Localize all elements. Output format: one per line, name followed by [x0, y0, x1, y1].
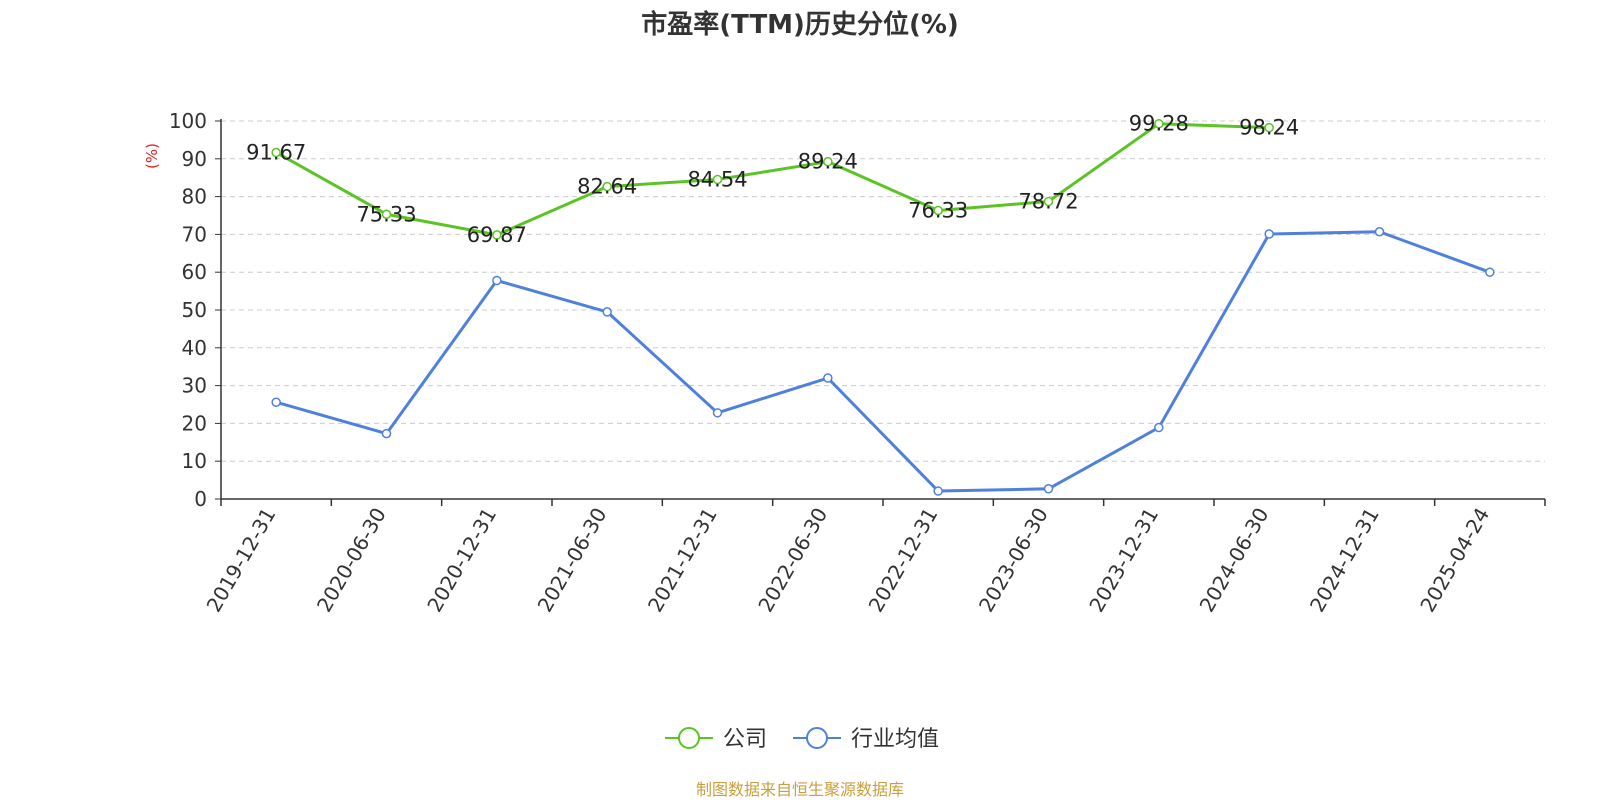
series-line-0 — [275, 122, 1270, 237]
legend-marker — [678, 727, 700, 749]
data-point-0[interactable] — [1043, 196, 1054, 207]
x-tick-label: 2019-12-31 — [202, 504, 281, 617]
x-tick-label: 2023-06-30 — [974, 504, 1053, 617]
series-line-1 — [275, 230, 1491, 493]
y-tick-label: 20 — [182, 411, 207, 435]
data-label-0: 89.24 — [798, 150, 858, 174]
data-point-0[interactable] — [823, 156, 833, 167]
data-point-1[interactable] — [381, 428, 392, 439]
data-point-0[interactable] — [712, 174, 723, 185]
series-layer — [271, 118, 1495, 496]
data-point-1[interactable] — [823, 373, 833, 383]
y-tick-label: 70 — [182, 222, 207, 246]
x-tick-label: 2021-06-30 — [533, 504, 612, 617]
x-tick-label: 2020-12-31 — [422, 504, 501, 617]
data-point-1[interactable] — [1374, 227, 1385, 237]
data-label-0: 99.28 — [1129, 112, 1189, 136]
data-point-0[interactable] — [933, 205, 943, 216]
x-tick-label: 2020-06-30 — [312, 504, 391, 617]
axis-layer: 0 10 20 30 40 50 60 70 80 90 100 2019-12-31 2020-06-… — [169, 109, 1546, 617]
data-label-layer: 91.67 75.33 69.87 82.64 84.54 89.24 76.33 78.72… — [246, 112, 1299, 247]
data-label-0: 82.64 — [577, 175, 637, 199]
y-tick-label: 0 — [194, 487, 207, 511]
grid-layer — [221, 120, 1545, 462]
y-tick-label: 30 — [182, 374, 207, 398]
y-tick-label: 10 — [182, 449, 207, 473]
data-point-1[interactable] — [933, 486, 943, 496]
legend-item-1[interactable]: 行业均值 — [793, 727, 939, 752]
data-point-1[interactable] — [1485, 267, 1495, 277]
data-label-0: 91.67 — [246, 140, 306, 164]
legend-label: 行业均值 — [851, 727, 939, 752]
y-tick-label: 90 — [182, 147, 207, 171]
data-point-1[interactable] — [1264, 229, 1274, 239]
legend-item-0[interactable]: 公司 — [665, 727, 767, 752]
x-tick-label: 2022-06-30 — [753, 504, 832, 617]
data-point-1[interactable] — [712, 408, 723, 418]
data-label-0: 69.87 — [467, 223, 527, 247]
legend-marker — [806, 727, 828, 749]
x-tick-label: 2022-12-31 — [864, 504, 943, 617]
x-tick-label: 2025-04-24 — [1415, 504, 1494, 617]
legend-label: 公司 — [723, 727, 767, 752]
x-tick-label: 2023-12-31 — [1084, 504, 1163, 617]
data-point-1[interactable] — [602, 307, 612, 317]
y-tick-label: 50 — [182, 298, 207, 322]
y-axis-label: (%) — [143, 143, 161, 169]
y-tick-label: 100 — [169, 109, 207, 133]
data-point-0[interactable] — [1154, 118, 1164, 129]
data-point-1[interactable] — [492, 275, 502, 286]
data-point-1[interactable] — [271, 397, 281, 407]
data-point-0[interactable] — [381, 209, 392, 220]
data-label-0: 76.33 — [908, 198, 968, 222]
data-source-note: 制图数据来自恒生聚源数据库 — [696, 780, 904, 799]
y-tick-label: 40 — [182, 336, 207, 360]
data-label-0: 78.72 — [1018, 189, 1078, 213]
chart-title: 市盈率(TTM)历史分位(%) — [641, 9, 959, 40]
legend[interactable]: 公司 行业均值 — [665, 727, 939, 752]
x-tick-label: 2021-12-31 — [643, 504, 722, 617]
data-point-1[interactable] — [1154, 422, 1164, 433]
y-tick-label: 80 — [182, 185, 207, 209]
data-point-0[interactable] — [271, 147, 281, 158]
data-point-0[interactable] — [1264, 122, 1274, 133]
x-tick-label: 2024-06-30 — [1195, 504, 1274, 617]
data-label-0: 84.54 — [687, 167, 747, 191]
y-tick-label: 60 — [182, 260, 207, 284]
data-label-0: 75.33 — [356, 202, 416, 226]
data-point-0[interactable] — [602, 181, 612, 192]
data-label-0: 98.24 — [1239, 116, 1299, 140]
x-tick-label: 2024-12-31 — [1305, 504, 1384, 617]
data-point-1[interactable] — [1043, 484, 1054, 494]
data-point-0[interactable] — [492, 230, 502, 240]
